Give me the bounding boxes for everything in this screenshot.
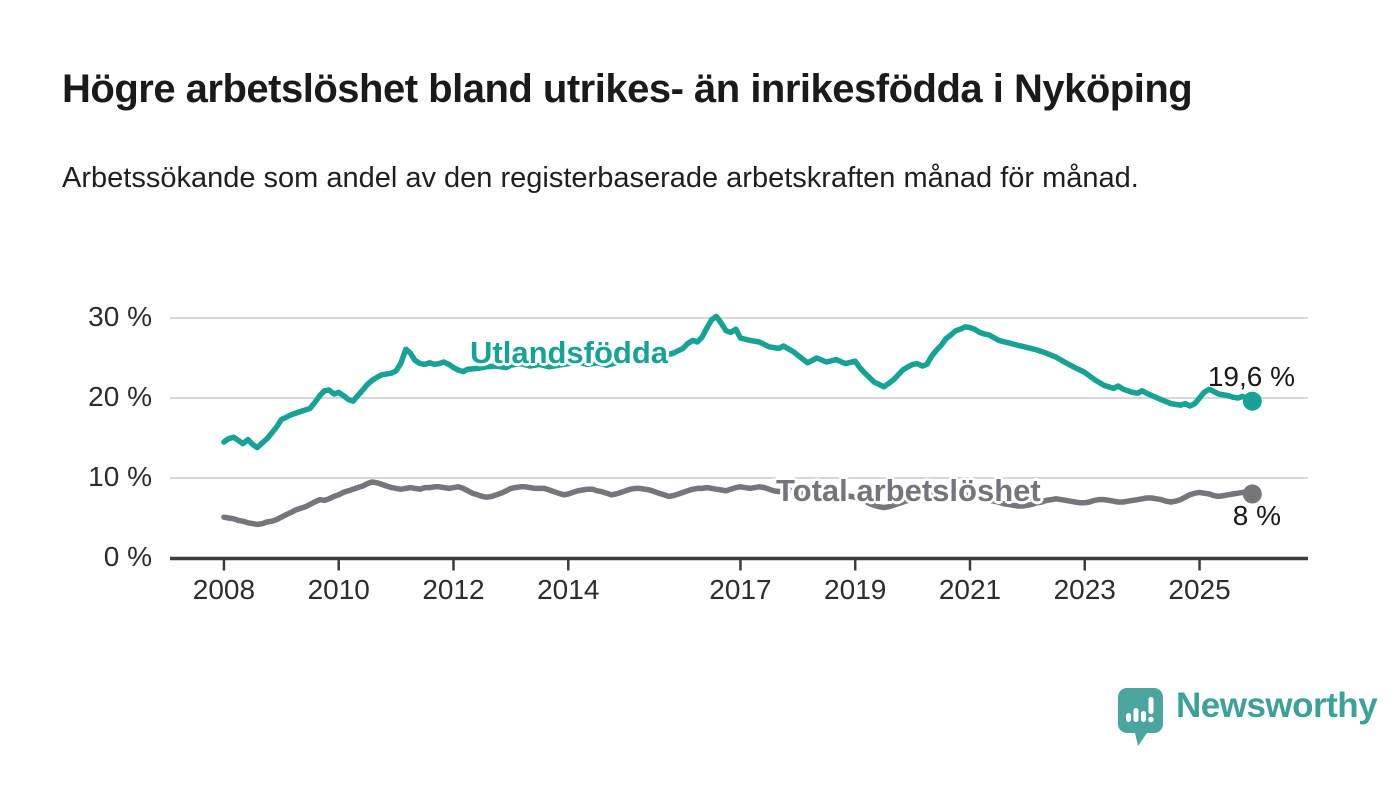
x-tick-label: 2017 bbox=[709, 574, 772, 605]
x-tick-label: 2014 bbox=[537, 574, 600, 605]
y-tick-label: 0 % bbox=[103, 541, 152, 572]
end-dot-total bbox=[1242, 484, 1262, 504]
x-tick-label: 2023 bbox=[1053, 574, 1116, 605]
end-dot-utlandsfodda bbox=[1242, 391, 1262, 411]
x-tick-label: 2019 bbox=[824, 574, 887, 605]
x-tick-label: 2025 bbox=[1168, 574, 1231, 605]
newsworthy-icon bbox=[1118, 688, 1163, 746]
series-line-utlandsfodda bbox=[221, 313, 1256, 451]
value-label-total-arbetsloshet: 8 % bbox=[1232, 500, 1281, 531]
series-line-total bbox=[221, 479, 1256, 528]
series-label-utlandsfodda: Utlandsfödda bbox=[470, 335, 669, 370]
value-label-utlandsfodda: 19,6 % bbox=[1207, 361, 1295, 392]
newsworthy-wordmark: Newsworthy bbox=[1176, 686, 1378, 725]
x-tick-label: 2021 bbox=[938, 574, 1002, 605]
newsworthy-logo: Newsworthy bbox=[1117, 686, 1378, 747]
y-tick-label: 10 % bbox=[88, 461, 152, 492]
y-tick-label: 30 % bbox=[88, 301, 152, 332]
y-tick-label: 20 % bbox=[88, 381, 152, 412]
x-tick-label: 2010 bbox=[307, 574, 370, 605]
x-tick-label: 2008 bbox=[192, 574, 256, 605]
chart-title: Högre arbetslöshet bland utrikes- än inr… bbox=[62, 67, 1193, 111]
chart-subtitle: Arbetssökande som andel av den registerb… bbox=[62, 162, 1139, 194]
series-label-total-arbetsloshet: Total arbetslöshet bbox=[776, 473, 1041, 508]
x-tick-label: 2012 bbox=[422, 574, 485, 605]
